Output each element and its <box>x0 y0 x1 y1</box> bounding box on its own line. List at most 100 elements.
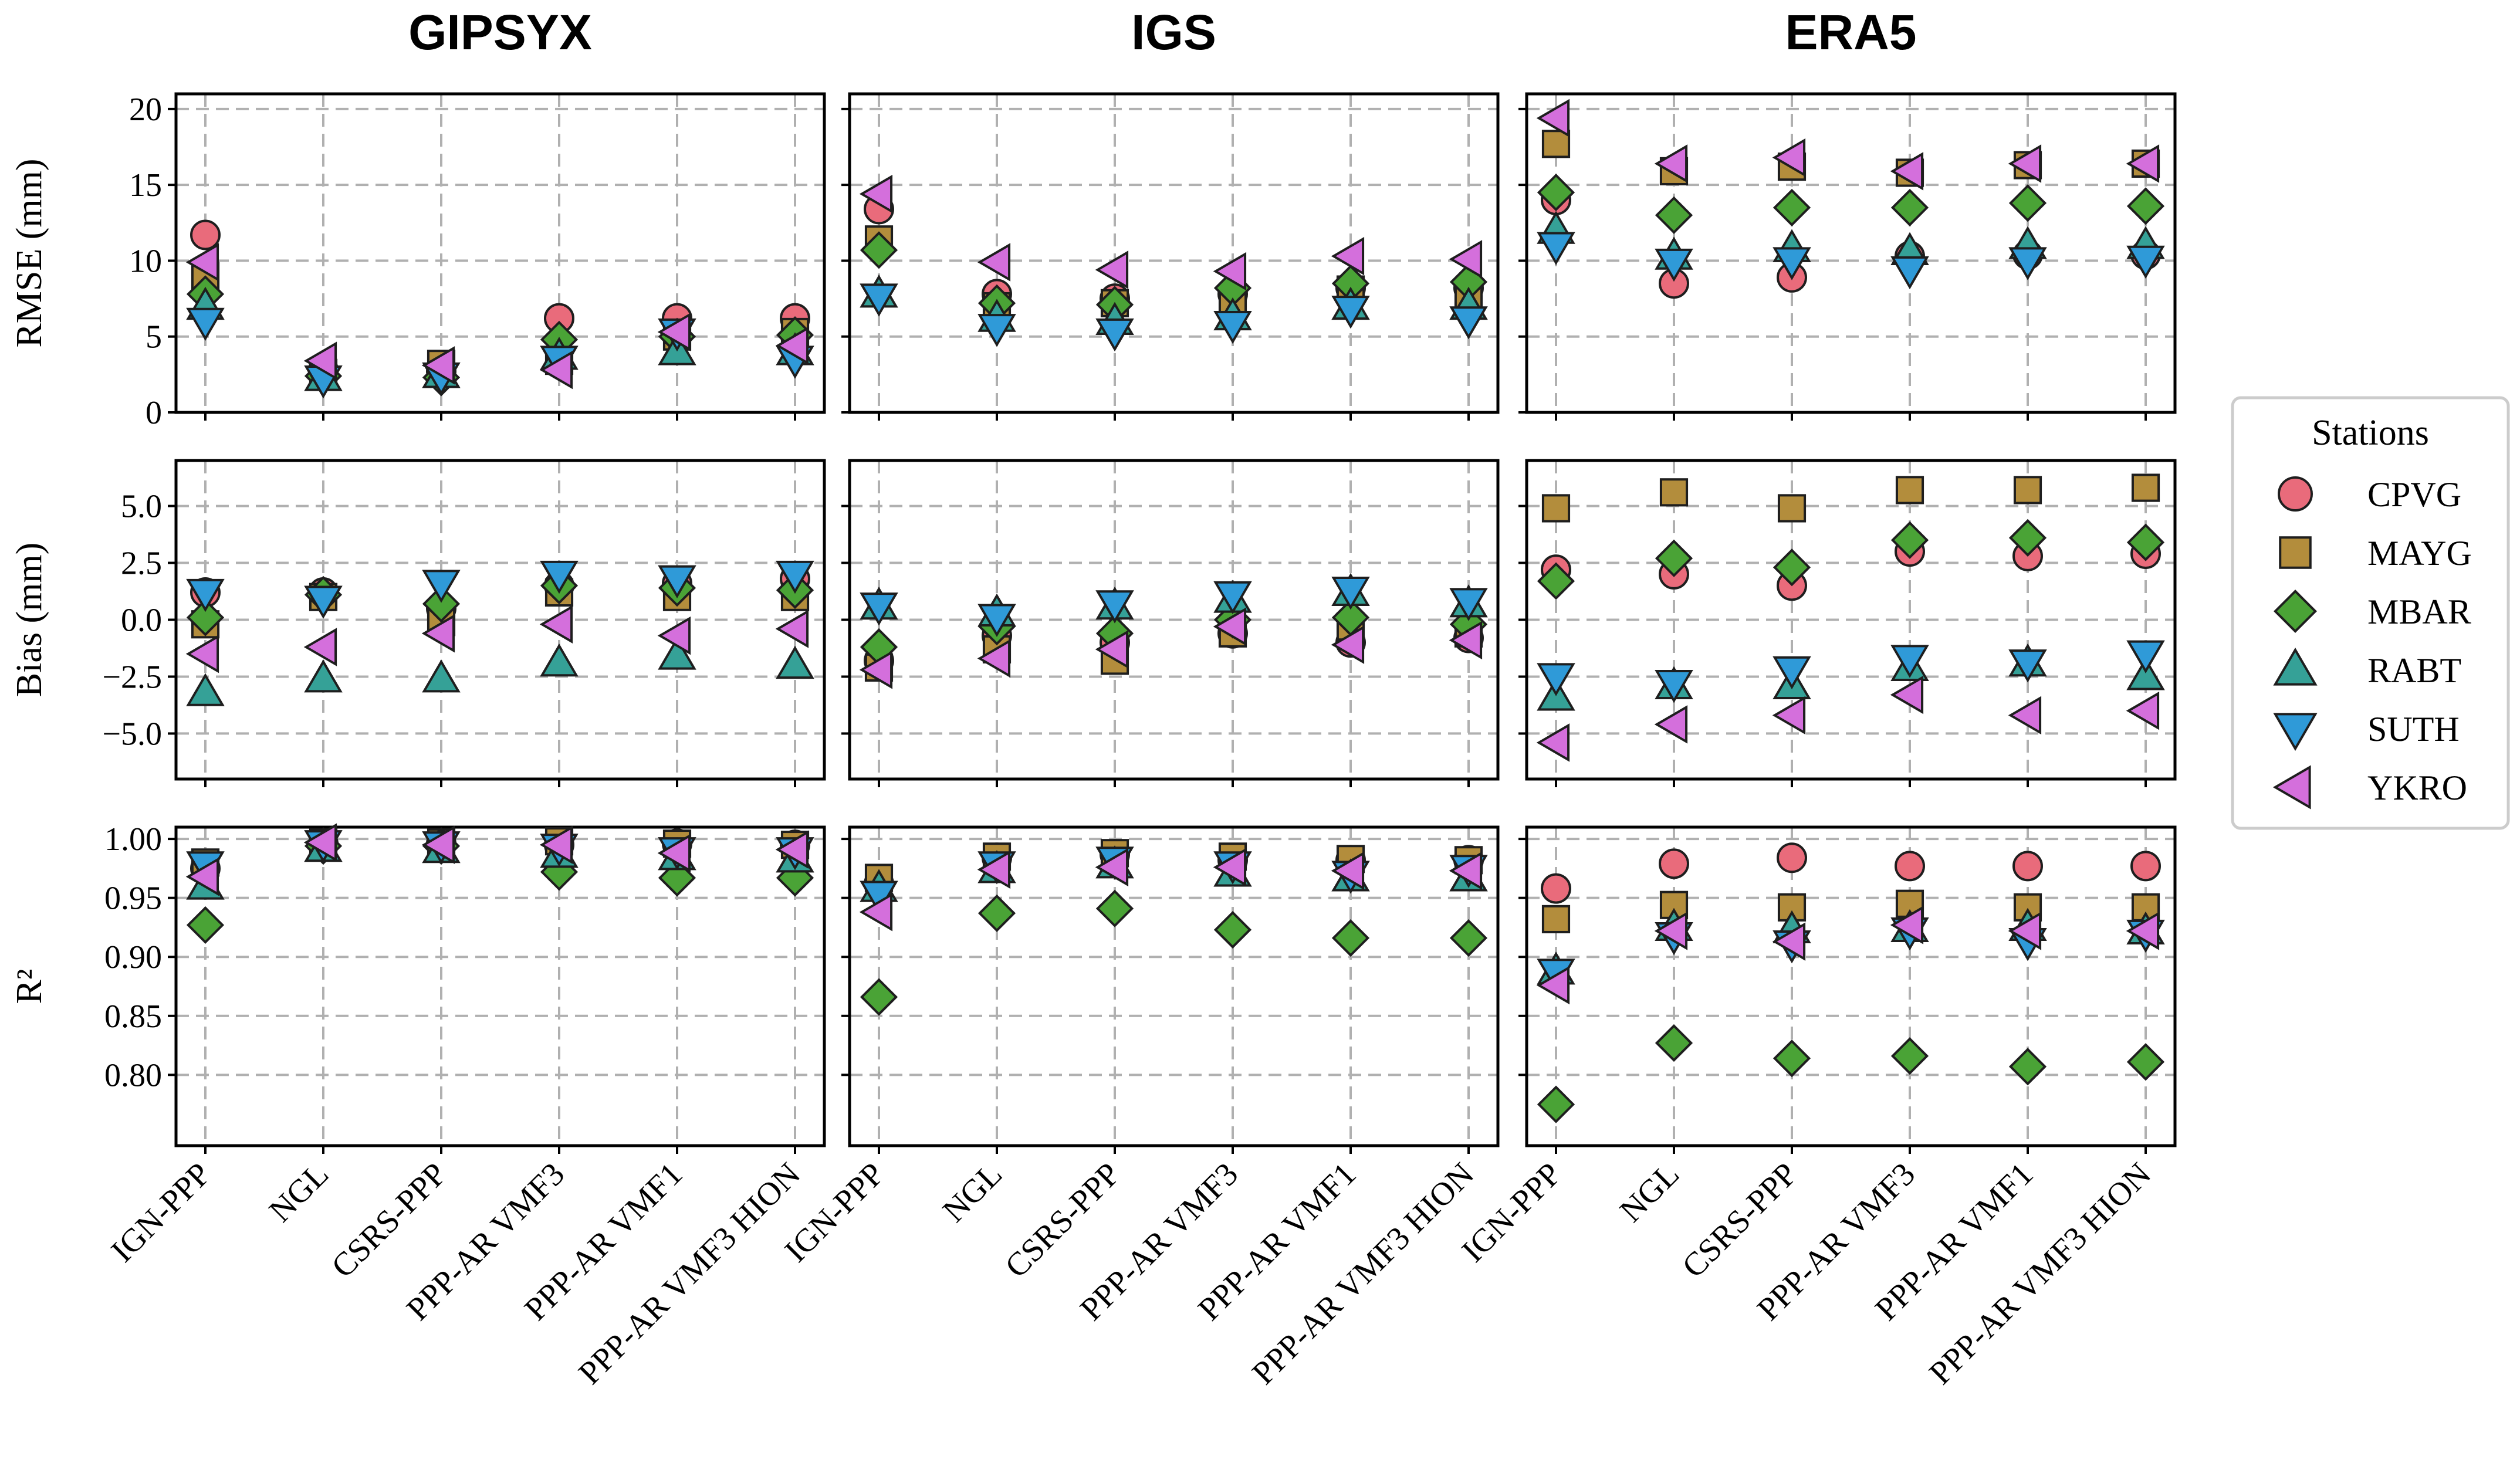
point-ykro-ppp-ar-vmf3 <box>1890 906 1924 944</box>
point-ykro-ppp-ar-vmf1 <box>2008 144 2042 183</box>
point-suth-ppp-ar-vmf3 <box>1213 581 1252 615</box>
panel-rmse-gipsyx: 0 5 10 15 20 <box>129 92 826 431</box>
point-ykro-ppp-ar-vmf3-hion <box>775 326 809 365</box>
point-cpvg-ppp-ar-vmf1 <box>2012 851 2043 882</box>
y-tick-label: 5 <box>146 319 162 355</box>
point-ykro-ign-ppp <box>1536 99 1570 138</box>
column-title-gipsyx: GIPSYX <box>408 5 592 60</box>
legend-label-ykro: YKRO <box>2367 768 2467 807</box>
x-tick-label: CSRS-PPP <box>324 1156 454 1285</box>
y-tick-label: 0 <box>146 395 162 431</box>
axes-frame <box>174 459 826 781</box>
point-ykro-ppp-ar-vmf3 <box>1213 607 1247 646</box>
point-suth-ppp-ar-vmf3-hion <box>776 560 814 594</box>
point-suth-ppp-ar-vmf1 <box>2008 247 2047 280</box>
y-axis-label-r2: R² <box>9 969 49 1004</box>
point-ykro-ngl <box>303 823 337 862</box>
point-suth-ppp-ar-vmf3-hion <box>1449 306 1488 340</box>
y-tick-label: 20 <box>129 92 162 128</box>
x-tick-label: NGL <box>262 1156 336 1229</box>
point-cpvg-ppp-ar-vmf3-hion <box>2130 851 2161 882</box>
y-axis-label-rmse: RMSE (mm) <box>9 158 49 347</box>
point-ykro-ign-ppp <box>185 243 219 282</box>
point-mbar-ngl <box>977 894 1016 932</box>
point-suth-ngl <box>977 314 1016 347</box>
point-ykro-ppp-ar-vmf3-hion <box>1449 240 1483 279</box>
y-tick-label: 2.5 <box>121 546 162 582</box>
point-ykro-ngl <box>977 639 1011 678</box>
axes-frame <box>174 92 826 414</box>
point-rabt-ppp-ar-vmf3-hion <box>2126 657 2165 690</box>
legend-label-suth: SUTH <box>2367 710 2460 749</box>
point-ykro-ppp-ar-vmf1 <box>1331 625 1365 664</box>
axes-frame <box>848 825 1500 1147</box>
column-title-igs: IGS <box>1131 5 1216 60</box>
point-mayg-csrs-ppp <box>1777 494 1807 523</box>
point-ykro-ign-ppp <box>185 634 219 673</box>
panel-rmse-era5 <box>1518 92 2177 421</box>
panel-r2-era5 <box>1518 825 2177 1154</box>
x-tick-label: CSRS-PPP <box>1675 1156 1804 1285</box>
point-suth-ngl <box>1655 670 1693 703</box>
panel-bias-igs <box>841 459 1500 787</box>
legend-marker-cpvg <box>2278 476 2313 512</box>
point-mbar-csrs-ppp <box>1773 188 1811 227</box>
point-ykro-ppp-ar-vmf3-hion <box>1449 851 1483 890</box>
point-ykro-ngl <box>1654 912 1688 950</box>
point-suth-ppp-ar-vmf3 <box>1890 645 1929 678</box>
point-ykro-csrs-ppp <box>1772 922 1806 961</box>
x-tick-label: PPP-AR VMF3 HION <box>571 1156 807 1391</box>
point-ykro-ign-ppp <box>859 651 893 689</box>
point-suth-ppp-ar-vmf1 <box>658 565 696 598</box>
point-rabt-ign-ppp <box>186 673 225 706</box>
point-suth-ppp-ar-vmf3 <box>1890 256 1929 290</box>
point-mbar-ppp-ar-vmf3-hion <box>2126 523 2165 561</box>
point-suth-csrs-ppp <box>1773 247 1811 280</box>
point-mbar-csrs-ppp <box>1773 548 1811 587</box>
point-ykro-ppp-ar-vmf3 <box>1213 848 1247 887</box>
legend-label-mayg: MAYG <box>2367 534 2472 573</box>
point-ykro-csrs-ppp <box>1772 138 1806 177</box>
axes-frame <box>848 459 1500 781</box>
legend-title: Stations <box>2312 413 2429 453</box>
point-suth-ppp-ar-vmf1 <box>2008 649 2047 683</box>
y-tick-label: 1.00 <box>104 821 162 858</box>
x-tick-label: IGN-PPP <box>104 1156 218 1269</box>
point-suth-ppp-ar-vmf1 <box>1331 296 1370 329</box>
point-suth-ngl <box>1655 248 1693 282</box>
point-ykro-ppp-ar-vmf3 <box>539 350 573 390</box>
point-rabt-ppp-ar-vmf3-hion <box>776 645 814 679</box>
point-ykro-ppp-ar-vmf3-hion <box>2126 912 2160 950</box>
point-suth-csrs-ppp <box>1095 590 1134 624</box>
point-mbar-ngl <box>1655 196 1693 234</box>
point-ykro-csrs-ppp <box>1095 848 1129 887</box>
point-mayg-ngl <box>1659 478 1689 507</box>
x-tick-label: NGL <box>1613 1156 1686 1229</box>
point-ykro-ppp-ar-vmf3 <box>539 605 573 644</box>
point-suth-ign-ppp <box>1537 663 1575 696</box>
point-suth-csrs-ppp <box>1095 318 1134 352</box>
point-rabt-csrs-ppp <box>422 659 461 693</box>
point-suth-ppp-ar-vmf3-hion <box>1449 588 1488 621</box>
axes-frame <box>1525 825 2177 1147</box>
legend-label-cpvg: CPVG <box>2367 475 2461 514</box>
point-suth-ppp-ar-vmf3 <box>540 560 579 594</box>
point-ykro-ngl <box>1654 144 1688 183</box>
point-ykro-ppp-ar-vmf3 <box>1890 152 1924 191</box>
point-mbar-ign-ppp <box>1537 1085 1575 1123</box>
point-cpvg-ngl <box>1659 848 1689 879</box>
point-mbar-ngl <box>1655 539 1693 577</box>
legend-label-mbar: MBAR <box>2367 592 2471 631</box>
panel-bias-era5 <box>1518 459 2177 787</box>
point-suth-ign-ppp <box>1537 232 1575 265</box>
y-tick-label: 0.95 <box>104 881 162 917</box>
point-mbar-ppp-ar-vmf3 <box>1890 1037 1929 1075</box>
point-mbar-ppp-ar-vmf3-hion <box>1449 919 1488 957</box>
x-tick-label: PPP-AR VMF3 HION <box>1245 1156 1481 1391</box>
point-mbar-ign-ppp <box>1537 173 1575 212</box>
point-ykro-ngl <box>977 243 1011 282</box>
point-mbar-ppp-ar-vmf3 <box>1890 188 1929 227</box>
point-mbar-ppp-ar-vmf3-hion <box>2126 1043 2165 1081</box>
point-ykro-csrs-ppp <box>1772 696 1806 735</box>
